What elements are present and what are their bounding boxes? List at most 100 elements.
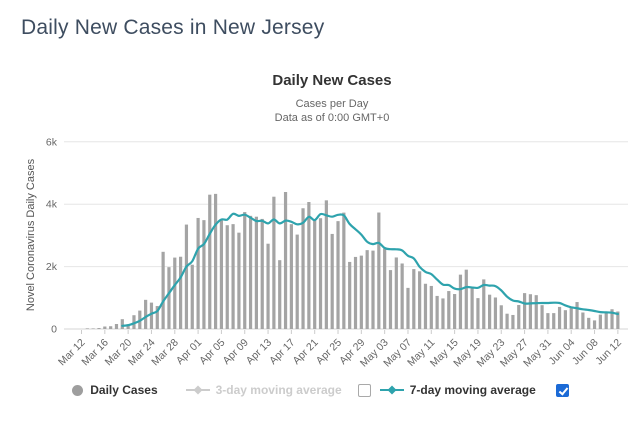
- daily-cases-bar[interactable]: [179, 256, 183, 329]
- daily-cases-bar[interactable]: [283, 192, 288, 329]
- daily-cases-bar[interactable]: [184, 224, 189, 329]
- daily-cases-bar[interactable]: [91, 328, 95, 329]
- legend-checkbox-3day[interactable]: [357, 383, 371, 397]
- daily-cases-bar[interactable]: [365, 250, 369, 329]
- daily-cases-bar[interactable]: [517, 304, 521, 329]
- daily-cases-bar[interactable]: [592, 320, 597, 329]
- daily-cases-bar[interactable]: [237, 232, 241, 329]
- daily-cases-bar[interactable]: [272, 196, 276, 329]
- daily-cases-bar[interactable]: [470, 288, 474, 329]
- daily-cases-bar[interactable]: [342, 212, 346, 329]
- daily-cases-bar[interactable]: [435, 295, 439, 329]
- daily-cases-bar[interactable]: [499, 305, 503, 329]
- daily-cases-bar[interactable]: [97, 328, 101, 329]
- daily-cases-bar[interactable]: [610, 309, 614, 329]
- daily-cases-bar[interactable]: [126, 324, 130, 329]
- daily-cases-bar[interactable]: [336, 221, 340, 329]
- daily-cases-bar[interactable]: [383, 248, 387, 329]
- daily-cases-bar[interactable]: [418, 271, 422, 329]
- daily-cases-bar[interactable]: [324, 200, 328, 329]
- daily-cases-bar[interactable]: [493, 297, 498, 329]
- daily-cases-bar[interactable]: [400, 263, 404, 329]
- daily-cases-bar[interactable]: [587, 317, 591, 329]
- daily-cases-bar[interactable]: [109, 326, 113, 329]
- daily-cases-bar[interactable]: [196, 217, 200, 329]
- daily-cases-bar[interactable]: [447, 291, 451, 329]
- daily-cases-bar[interactable]: [278, 260, 282, 329]
- daily-cases-bar[interactable]: [552, 313, 556, 329]
- daily-cases-bar[interactable]: [85, 328, 89, 329]
- daily-cases-bar[interactable]: [534, 295, 538, 329]
- daily-cases-bar[interactable]: [318, 218, 323, 329]
- daily-cases-bar[interactable]: [388, 270, 393, 329]
- daily-cases-bar[interactable]: [616, 311, 620, 329]
- daily-cases-bar[interactable]: [225, 225, 229, 329]
- daily-cases-bar[interactable]: [371, 250, 375, 329]
- daily-cases-bar[interactable]: [412, 269, 416, 329]
- daily-cases-bar[interactable]: [231, 224, 235, 329]
- daily-cases-bar[interactable]: [464, 269, 468, 329]
- daily-cases-bar[interactable]: [260, 218, 264, 329]
- legend-3day-ma-label: 3-day moving average: [215, 383, 342, 397]
- daily-cases-bar[interactable]: [540, 305, 544, 329]
- daily-cases-bar[interactable]: [120, 319, 124, 329]
- daily-cases-bar[interactable]: [505, 313, 509, 329]
- daily-cases-bar[interactable]: [243, 212, 247, 329]
- daily-cases-bar[interactable]: [522, 293, 527, 329]
- daily-cases-bar[interactable]: [575, 302, 579, 329]
- daily-cases-bar[interactable]: [423, 283, 428, 329]
- daily-cases-bar[interactable]: [266, 243, 270, 329]
- daily-cases-bar[interactable]: [307, 202, 311, 329]
- daily-cases-bar[interactable]: [546, 313, 550, 329]
- daily-cases-bar[interactable]: [155, 306, 159, 329]
- daily-cases-bar[interactable]: [173, 257, 177, 329]
- daily-cases-bar[interactable]: [482, 279, 486, 329]
- daily-cases-bar[interactable]: [219, 220, 224, 329]
- legend-item-3day-ma[interactable]: 3-day moving average: [185, 383, 342, 397]
- daily-cases-bar[interactable]: [581, 312, 585, 329]
- daily-cases-bar[interactable]: [190, 264, 194, 329]
- daily-cases-bar[interactable]: [289, 224, 293, 329]
- daily-cases-bar[interactable]: [488, 294, 492, 329]
- daily-cases-bar[interactable]: [167, 267, 171, 329]
- legend-item-daily-cases[interactable]: Daily Cases: [71, 383, 158, 397]
- daily-cases-bar[interactable]: [213, 193, 218, 329]
- daily-cases-bar[interactable]: [144, 299, 148, 329]
- daily-cases-bar[interactable]: [458, 274, 463, 329]
- daily-cases-bar[interactable]: [528, 294, 533, 329]
- daily-cases-bars[interactable]: [85, 192, 620, 329]
- daily-cases-bar[interactable]: [149, 302, 154, 329]
- daily-cases-bar[interactable]: [394, 257, 398, 329]
- daily-cases-bar[interactable]: [330, 233, 334, 329]
- daily-cases-bar[interactable]: [557, 306, 562, 329]
- daily-cases-bar[interactable]: [132, 315, 136, 329]
- daily-cases-bar[interactable]: [248, 215, 253, 329]
- ma7-line[interactable]: [121, 212, 619, 327]
- daily-cases-bar[interactable]: [301, 208, 305, 329]
- daily-cases-bar[interactable]: [313, 219, 317, 329]
- daily-cases-bar[interactable]: [161, 251, 165, 329]
- legend-item-7day-ma[interactable]: 7-day moving average: [379, 383, 536, 397]
- daily-cases-bar[interactable]: [348, 261, 352, 329]
- daily-cases-bar[interactable]: [441, 298, 445, 329]
- daily-cases-bar[interactable]: [604, 312, 608, 329]
- daily-cases-bar[interactable]: [453, 294, 457, 329]
- daily-cases-bar[interactable]: [353, 256, 358, 329]
- daily-cases-bar[interactable]: [598, 314, 602, 329]
- legend-checkbox-7day[interactable]: [555, 383, 569, 397]
- daily-cases-bar[interactable]: [208, 194, 212, 329]
- daily-cases-bar[interactable]: [476, 298, 480, 329]
- daily-cases-bar[interactable]: [295, 234, 299, 329]
- daily-cases-bar[interactable]: [569, 307, 573, 329]
- daily-cases-bar[interactable]: [103, 326, 107, 329]
- daily-cases-bar[interactable]: [563, 310, 567, 329]
- daily-cases-bar[interactable]: [202, 220, 206, 329]
- daily-cases-bar[interactable]: [114, 324, 119, 329]
- daily-cases-bar[interactable]: [254, 216, 258, 329]
- daily-cases-bar[interactable]: [359, 255, 363, 329]
- daily-cases-bar[interactable]: [511, 314, 515, 329]
- daily-cases-bar[interactable]: [429, 285, 433, 329]
- daily-cases-bar[interactable]: [377, 212, 381, 329]
- daily-cases-bar[interactable]: [406, 287, 410, 329]
